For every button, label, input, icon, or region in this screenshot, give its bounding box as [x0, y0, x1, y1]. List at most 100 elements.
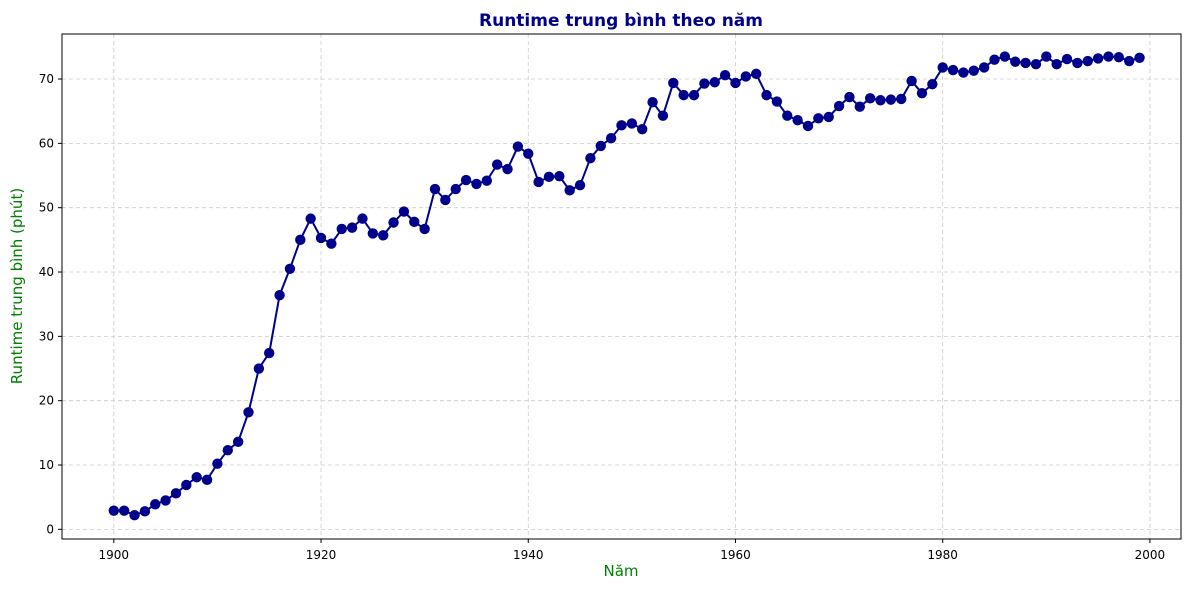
data-point: [999, 51, 1011, 62]
data-point: [657, 110, 669, 121]
data-point: [854, 101, 866, 112]
data-point: [512, 141, 524, 152]
data-point: [989, 54, 1000, 65]
data-point: [605, 133, 617, 144]
data-point: [150, 499, 161, 510]
data-point: [481, 175, 493, 186]
data-point: [709, 77, 720, 88]
data-point: [730, 77, 741, 89]
x-tick-label: 1940: [513, 548, 544, 562]
data-point: [284, 263, 296, 275]
data-point: [564, 185, 575, 196]
x-axis-ticks: 1900 1920 1940 1960 1980 2000: [99, 539, 1166, 562]
data-point: [782, 110, 793, 121]
x-tick-label: 1980: [927, 548, 958, 562]
data-point: [968, 65, 979, 76]
data-point: [750, 68, 762, 80]
data-point: [502, 163, 513, 175]
data-point: [377, 230, 389, 241]
x-tick-label: 1960: [720, 548, 751, 562]
data-point: [823, 111, 834, 123]
data-points: [108, 51, 1145, 521]
data-point: [1030, 59, 1042, 70]
data-point: [896, 93, 907, 105]
data-point: [927, 78, 938, 90]
data-point: [937, 62, 948, 73]
data-point: [222, 445, 233, 456]
data-point: [688, 89, 700, 101]
data-point: [170, 488, 182, 499]
data-point: [1051, 59, 1062, 70]
data-point: [574, 179, 586, 191]
data-point: [792, 115, 803, 126]
data-point: [978, 62, 990, 73]
data-point: [1072, 57, 1083, 69]
data-point: [523, 148, 534, 159]
y-tick-label: 40: [39, 265, 54, 279]
data-point: [336, 223, 347, 235]
data-point: [160, 495, 171, 506]
y-axis-label: Runtime trung bình (phút): [8, 188, 26, 384]
data-point: [1113, 51, 1125, 63]
data-point: [471, 178, 482, 190]
series-line: [113, 55, 1140, 517]
x-tick-label: 2000: [1135, 548, 1166, 562]
y-tick-label: 70: [39, 72, 54, 86]
data-point: [357, 213, 368, 224]
x-tick-label: 1900: [99, 548, 130, 562]
y-tick-label: 60: [39, 136, 54, 150]
data-point: [326, 238, 337, 249]
data-point: [1061, 53, 1073, 65]
data-point: [409, 216, 420, 228]
data-point: [647, 96, 658, 108]
data-point: [440, 194, 451, 206]
data-point: [212, 458, 223, 469]
data-point: [958, 67, 969, 78]
data-point: [947, 64, 959, 76]
data-point: [1020, 57, 1031, 69]
data-point: [906, 75, 917, 87]
data-point: [274, 289, 285, 301]
data-point: [305, 213, 316, 224]
data-point: [264, 347, 275, 359]
data-point: [678, 89, 689, 101]
data-point: [554, 170, 565, 182]
data-point: [129, 509, 140, 521]
data-point: [1041, 51, 1052, 62]
data-point: [802, 120, 814, 132]
data-point: [108, 505, 120, 516]
data-point: [295, 234, 306, 246]
data-point: [761, 89, 772, 101]
data-point: [450, 183, 461, 195]
data-point: [771, 96, 783, 107]
data-point: [398, 206, 410, 217]
grid: [62, 34, 1181, 539]
data-point: [419, 223, 430, 235]
data-point: [1092, 53, 1104, 64]
y-tick-label: 10: [39, 458, 54, 472]
data-point: [844, 91, 855, 103]
data-point: [543, 171, 555, 183]
data-point: [668, 77, 679, 89]
y-tick-label: 0: [46, 522, 54, 536]
data-point: [491, 159, 503, 170]
plot-frame: [61, 33, 1182, 540]
data-point: [429, 183, 441, 195]
chart-title: Runtime trung bình theo năm: [479, 11, 763, 31]
data-point: [533, 176, 544, 188]
data-point: [118, 505, 130, 516]
data-point: [388, 217, 399, 228]
data-point: [139, 506, 151, 517]
data-point: [626, 118, 638, 129]
data-point: [813, 113, 824, 124]
y-tick-label: 20: [39, 394, 54, 408]
data-point: [1103, 51, 1114, 62]
data-point: [875, 95, 886, 106]
data-point: [916, 87, 928, 99]
data-point: [1010, 56, 1021, 67]
data-point: [460, 174, 472, 186]
data-point: [367, 228, 379, 239]
data-point: [885, 94, 897, 105]
data-point: [1134, 52, 1145, 64]
